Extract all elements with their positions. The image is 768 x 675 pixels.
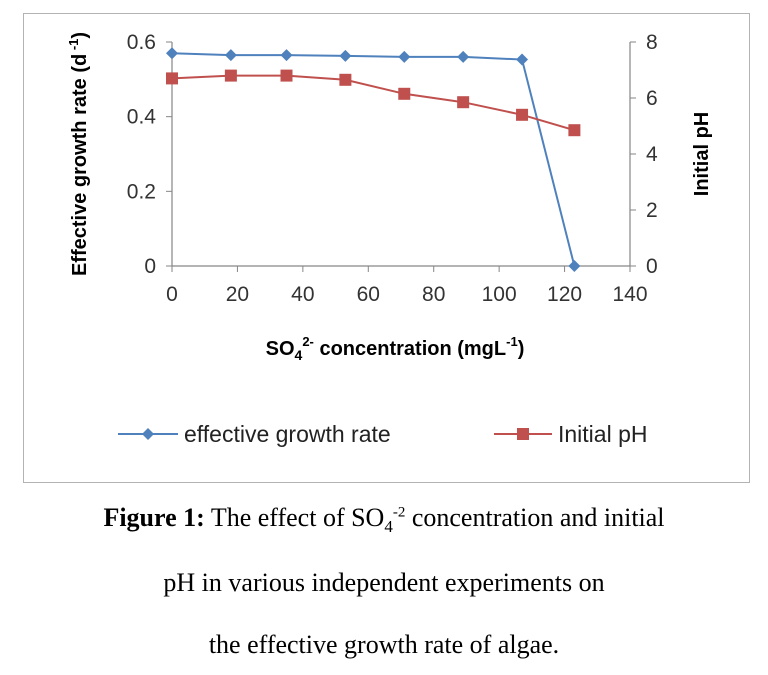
legend-label-growth: effective growth rate — [184, 421, 391, 447]
x-tick-label: 100 — [482, 283, 517, 306]
data-point-ph — [166, 72, 178, 85]
y-right-tick-label: 8 — [646, 31, 658, 54]
data-point-ph — [398, 87, 411, 100]
legend: effective growth rate Initial pH — [118, 421, 647, 447]
x-tick-label: 80 — [422, 283, 445, 306]
x-tick-label: 140 — [612, 283, 647, 306]
data-point-growth — [224, 49, 237, 62]
data-point-growth — [568, 260, 581, 272]
data-point-growth — [280, 49, 293, 62]
data-point-growth — [398, 50, 411, 63]
figure-label: Figure 1: — [103, 503, 205, 532]
chart-frame — [23, 13, 750, 483]
y-right-tick-label: 6 — [646, 87, 658, 110]
data-point-ph — [224, 69, 237, 82]
data-point-ph — [339, 73, 352, 86]
y-left-tick-label: 0.4 — [127, 106, 157, 129]
series-line-growth — [171, 52, 576, 267]
y-left-tick-label: 0 — [144, 255, 156, 278]
legend-marker-ph — [517, 428, 529, 440]
x-tick-label: 60 — [357, 283, 380, 306]
y-left-tick-label: 0.6 — [127, 31, 156, 54]
data-point-growth — [166, 47, 178, 60]
figure-caption-line-2: pH in various independent experiments on — [163, 568, 605, 597]
y-right-tick-label: 2 — [646, 199, 658, 222]
data-point-growth — [339, 49, 352, 62]
x-tick-label: 0 — [166, 283, 178, 306]
legend-label-ph: Initial pH — [558, 421, 647, 447]
legend-marker-growth — [142, 428, 154, 440]
y-right-tick-label: 4 — [646, 143, 658, 166]
y-axis-left-title: Effective growth rate (d -1) — [66, 32, 91, 276]
data-point-ph — [457, 96, 470, 109]
data-point-growth — [457, 50, 470, 63]
data-point-growth — [516, 53, 529, 66]
figure-caption-line-1: Figure 1: The effect of SO4-2 concentrat… — [103, 503, 665, 537]
x-tick-label: 20 — [226, 283, 249, 306]
y-left-tick-label: 0.2 — [127, 180, 156, 203]
y-axis-right-title: Initial pH — [691, 112, 713, 196]
figure-caption-line-3: the effective growth rate of algae. — [208, 630, 560, 659]
data-point-ph — [280, 69, 293, 82]
data-point-ph — [516, 108, 529, 121]
x-axis-title: SO42- concentration (mgL-1) — [266, 334, 525, 363]
series-line-ph — [171, 74, 575, 132]
x-tick-label: 120 — [547, 283, 582, 306]
x-tick-label: 40 — [291, 283, 314, 306]
y-right-tick-label: 0 — [646, 255, 658, 278]
data-point-ph — [568, 124, 581, 137]
